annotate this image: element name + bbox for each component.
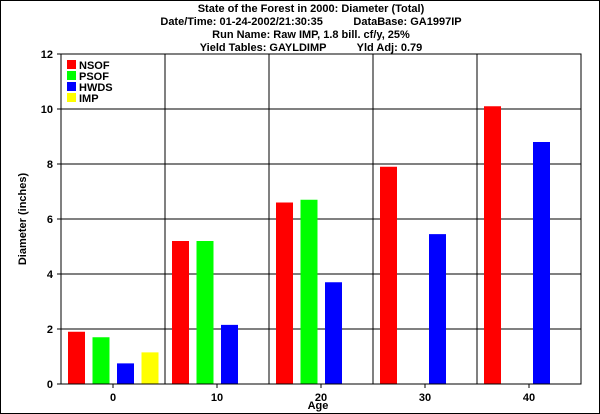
x-tick-label: 30 xyxy=(419,392,431,404)
y-tick-label: 12 xyxy=(41,49,53,61)
x-axis: 0 10 20 30 40 Age xyxy=(110,384,535,412)
bar-psof-age-10 xyxy=(196,241,214,384)
x-tick-label: 0 xyxy=(110,392,116,404)
bar-hwds-age-0 xyxy=(117,363,134,384)
x-tick-label: 10 xyxy=(211,392,223,404)
bar-nsof-age-30 xyxy=(380,166,397,384)
bar-nsof-age-10 xyxy=(172,241,189,384)
legend-label-hwds: HWDS xyxy=(79,82,113,94)
bar-hwds-age-10 xyxy=(221,324,238,384)
chart-title-block: State of the Forest in 2000: Diameter (T… xyxy=(160,3,461,54)
chart-title-line: Run Name: Raw IMP, 1.8 bill. cf/y, 25% xyxy=(212,29,410,41)
x-axis-label: Age xyxy=(308,400,329,412)
chart-title-line: Date/Time: 01-24-2002/21:30:35 DataBase:… xyxy=(160,16,461,28)
y-axis-label: Diameter (inches) xyxy=(17,173,29,266)
legend-swatch-nsof xyxy=(67,60,76,69)
legend-swatch-imp xyxy=(67,93,76,102)
chart-title-line: Yield Tables: GAYLDIMP Yld Adj: 0.79 xyxy=(200,42,423,54)
legend-label-imp: IMP xyxy=(79,93,99,105)
y-tick-label: 6 xyxy=(47,214,53,226)
bar-nsof-age-0 xyxy=(68,331,85,384)
bar-nsof-age-20 xyxy=(276,202,293,384)
y-tick-label: 2 xyxy=(47,324,53,336)
x-tick-label: 40 xyxy=(523,392,535,404)
bar-hwds-age-40 xyxy=(533,142,550,384)
legend-swatch-hwds xyxy=(67,82,76,91)
y-axis: 0 2 4 6 8 10 12 Diameter (inches) xyxy=(17,49,61,391)
bar-hwds-age-30 xyxy=(429,234,446,384)
y-tick-label: 4 xyxy=(47,269,54,281)
bar-hwds-age-20 xyxy=(325,282,342,384)
y-tick-label: 0 xyxy=(47,379,53,391)
bar-psof-age-20 xyxy=(300,199,318,384)
y-tick-label: 10 xyxy=(41,104,53,116)
gridlines xyxy=(61,54,581,384)
legend-label-psof: PSOF xyxy=(79,71,109,83)
legend-swatch-psof xyxy=(67,71,76,80)
bar-psof-age-0 xyxy=(92,337,110,384)
bars xyxy=(68,106,550,384)
legend-label-nsof: NSOF xyxy=(79,60,110,72)
chart-title-line: State of the Forest in 2000: Diameter (T… xyxy=(198,3,425,15)
bar-imp-age-0 xyxy=(141,352,159,384)
y-tick-label: 8 xyxy=(47,159,53,171)
x-tick-label: 20 xyxy=(315,392,327,404)
bar-nsof-age-40 xyxy=(484,106,501,384)
